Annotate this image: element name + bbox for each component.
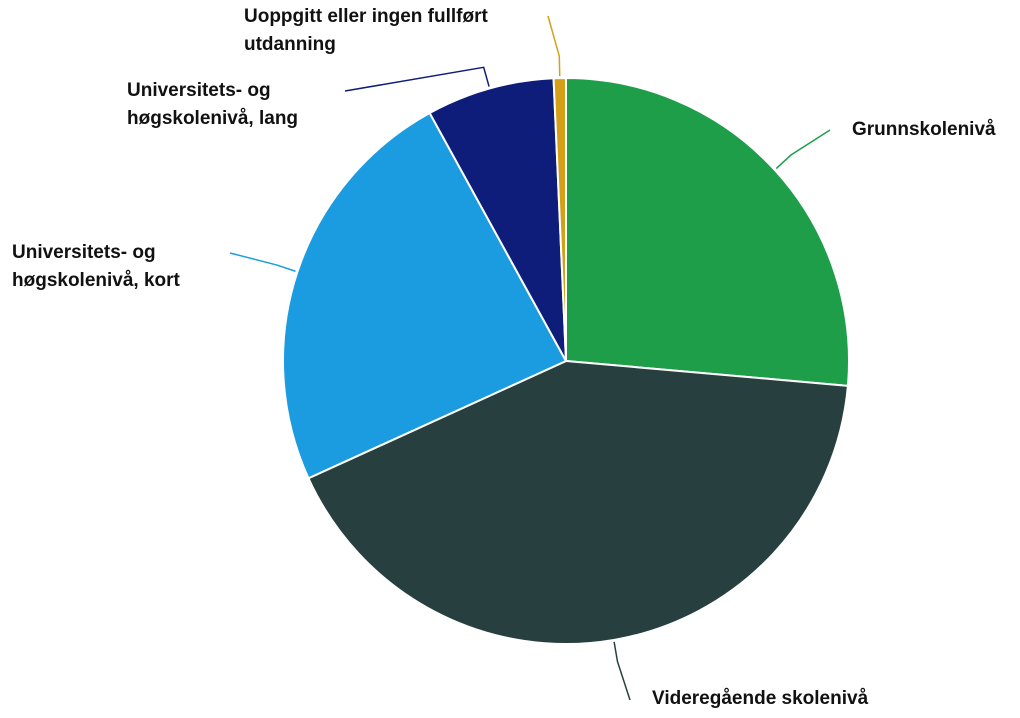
leader-line — [229, 252, 296, 272]
pie-slice — [307, 359, 849, 645]
slice-label: Universitets- og høgskolenivå, kort — [12, 242, 181, 291]
leader-line — [547, 15, 561, 77]
pie-slice — [565, 76, 850, 387]
slice-label: Uoppgitt eller ingen fullført utdanning — [244, 6, 488, 55]
leader-line — [344, 66, 490, 92]
slice-label: Universitets- og høgskolenivå, lang — [127, 80, 298, 129]
slice-label: Videregående skolenivå — [652, 688, 869, 709]
pie-slice — [552, 76, 567, 362]
pie-slice — [428, 77, 567, 362]
leader-line — [613, 641, 631, 701]
leader-line — [775, 129, 831, 170]
pie-slice — [282, 111, 568, 480]
slice-label: Grunnskolenivå — [852, 119, 996, 140]
